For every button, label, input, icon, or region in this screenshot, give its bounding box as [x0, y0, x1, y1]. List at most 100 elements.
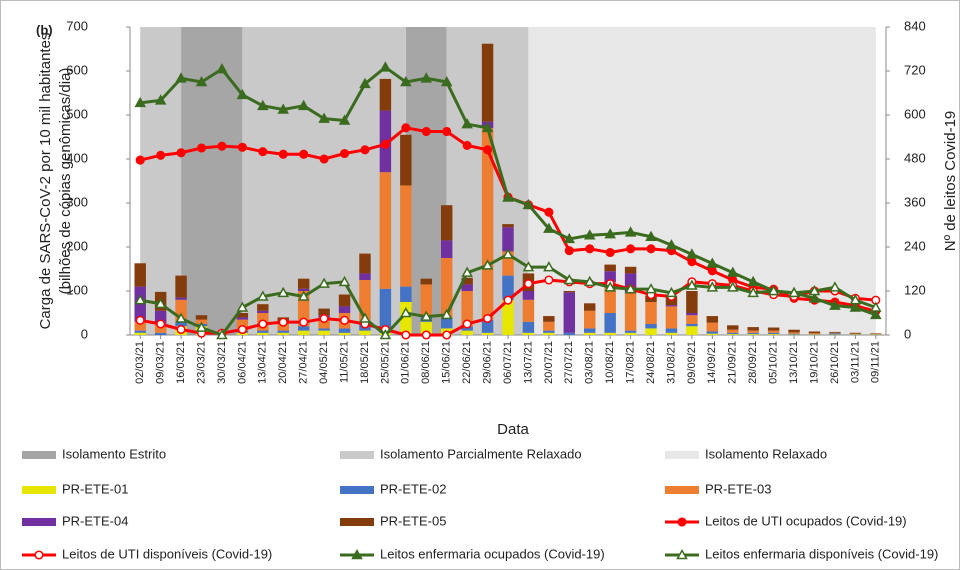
bar-segment [522, 291, 535, 300]
y2-tick-label: 360 [904, 194, 926, 209]
point [277, 103, 290, 114]
point [236, 301, 249, 312]
bar-segment [624, 332, 637, 335]
x-tick-label: 15/06/21 [441, 341, 453, 384]
legend-swatch [340, 518, 374, 526]
point [318, 277, 330, 288]
point [665, 239, 678, 250]
x-tick-label: 21/09/21 [727, 341, 739, 384]
bar-segment [461, 284, 473, 291]
y2-tick-label: 120 [904, 282, 926, 297]
point [175, 72, 187, 83]
bar-segment [543, 330, 555, 333]
bar-segment [808, 331, 821, 334]
point [626, 244, 636, 254]
bar-segment [604, 313, 616, 333]
x-tick-label: 05/10/21 [768, 341, 780, 384]
point [870, 308, 882, 320]
bar-segment [481, 332, 494, 335]
bar-segment [257, 332, 269, 335]
legend-swatch [22, 518, 56, 526]
bar-segment [154, 332, 167, 335]
bar-segment [727, 334, 739, 335]
bar-segment [604, 264, 616, 272]
bar-segment [543, 321, 555, 331]
bar-segment [420, 278, 432, 285]
legend-swatch [22, 451, 56, 459]
bar-segment [154, 310, 167, 324]
point [604, 228, 616, 239]
x-tick-label: 28/09/21 [747, 341, 759, 384]
bar-segment [359, 273, 371, 280]
x-tick-label: 19/10/21 [808, 341, 820, 384]
legend-label: PR-ETE-01 [62, 481, 128, 496]
x-tick-label: 23/03/21 [195, 341, 207, 384]
bar-segment [686, 291, 698, 313]
bar-segment [767, 327, 780, 331]
bar-segment [563, 332, 576, 335]
legend-label: Isolamento Parcialmente Relaxado [380, 446, 582, 461]
point [583, 229, 596, 240]
point [176, 324, 186, 335]
legend-label: Leitos de UTI ocupados (Covid-19) [705, 513, 907, 528]
point [420, 310, 433, 321]
bar-segment [134, 332, 146, 335]
bar-segment [727, 332, 739, 335]
point [339, 315, 350, 325]
x-tick-label: 03/08/21 [584, 341, 596, 384]
bar-segment [788, 332, 800, 334]
y-tick-label: 500 [66, 106, 88, 121]
bar-segment [481, 43, 494, 122]
bar-segment [481, 128, 494, 320]
point [278, 317, 288, 327]
bar-segment [257, 304, 269, 311]
point [195, 321, 208, 332]
x-tick-label: 24/08/21 [645, 341, 657, 384]
legend-label: PR-ETE-03 [705, 481, 771, 496]
y-tick-label: 0 [81, 326, 88, 341]
bar-segment [604, 282, 616, 313]
bar-segment [727, 329, 739, 333]
point [502, 191, 514, 202]
point [299, 317, 309, 327]
bar-segment [420, 321, 432, 335]
bar-segment [747, 327, 759, 331]
bar-segment [175, 297, 187, 300]
x-tick-label: 22/06/21 [461, 341, 473, 384]
y-tick-label: 300 [66, 194, 88, 209]
point [481, 121, 494, 133]
point [585, 244, 595, 254]
point [154, 94, 167, 105]
bar-segment [400, 302, 412, 335]
bar-segment [277, 332, 289, 335]
point [645, 283, 657, 294]
bar-segment [767, 330, 780, 333]
bar-segment [543, 332, 555, 335]
point [624, 226, 637, 237]
x-tick-label: 29/06/21 [481, 341, 493, 384]
x-tick-label: 26/10/21 [829, 341, 841, 384]
point [808, 292, 821, 303]
bar-segment [604, 332, 616, 335]
x-tick-label: 09/11/21 [870, 341, 882, 383]
y-tick-label: 100 [66, 282, 88, 297]
point [788, 286, 800, 298]
point [503, 295, 513, 305]
x-tick-label: 13/04/21 [257, 341, 269, 384]
bar-segment [645, 328, 657, 335]
x-tick-label: 25/05/21 [379, 341, 391, 384]
bar-segment [604, 271, 616, 283]
y2-tick-label: 720 [904, 62, 926, 77]
bar-segment [584, 332, 596, 335]
bar-segment [767, 332, 780, 335]
y2-axis-title: Nº de leitos Covid-19 [942, 111, 959, 252]
x-tick-label: 16/03/21 [175, 341, 187, 384]
point [462, 319, 472, 329]
phase-band [181, 27, 243, 335]
point [522, 198, 535, 210]
bar-segment [338, 328, 351, 333]
point [318, 112, 330, 123]
point [726, 281, 739, 292]
legend-swatch [22, 486, 56, 494]
